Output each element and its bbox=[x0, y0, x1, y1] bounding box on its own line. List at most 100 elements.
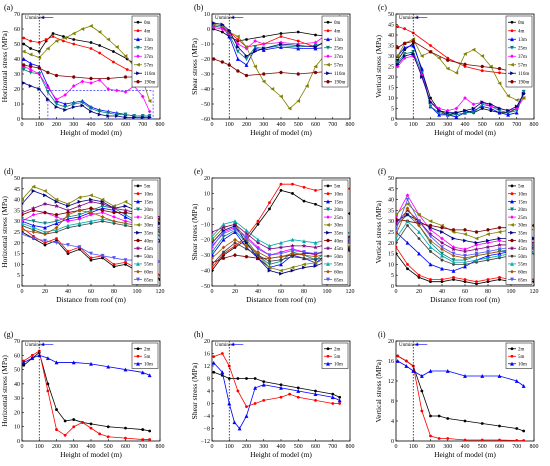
x-tick-label: 500 bbox=[294, 122, 303, 128]
data-point-57m bbox=[28, 52, 33, 57]
data-point-5m bbox=[486, 280, 490, 284]
data-point-5m bbox=[279, 395, 283, 399]
legend-label: 30m bbox=[518, 224, 527, 229]
data-point-65m bbox=[279, 251, 283, 256]
data-point-5m bbox=[101, 256, 104, 260]
legend-marker-20m bbox=[136, 207, 140, 212]
y-tick-label: 40 bbox=[14, 198, 20, 204]
data-point-116m bbox=[445, 110, 450, 115]
legend: 0m 4m 13m 25m 37m 57m 116m 190m bbox=[131, 15, 159, 88]
data-point-65m bbox=[54, 240, 59, 245]
data-point-5m bbox=[404, 359, 408, 363]
data-point-116m bbox=[97, 112, 102, 117]
unmined-annotation: Unmined bbox=[399, 343, 418, 348]
data-point-30m bbox=[31, 184, 36, 189]
data-point-10m bbox=[440, 278, 444, 281]
data-point-45m bbox=[347, 234, 350, 239]
data-point-60m bbox=[313, 254, 318, 259]
y-tick-label: 20 bbox=[204, 176, 210, 182]
data-point-45m bbox=[65, 207, 71, 213]
x-tick-label: 0 bbox=[21, 289, 24, 295]
data-point-13m bbox=[313, 46, 318, 51]
data-point-45m bbox=[301, 243, 307, 248]
x-tick-label: 20 bbox=[232, 289, 238, 295]
x-tick-label: 400 bbox=[87, 122, 96, 128]
data-point-30m bbox=[301, 262, 306, 267]
y-tick-label: −50 bbox=[201, 284, 210, 290]
data-point-35m bbox=[267, 268, 272, 273]
data-point-57m bbox=[419, 54, 424, 58]
data-point-2m bbox=[148, 429, 152, 433]
data-point-190m bbox=[220, 60, 225, 64]
data-point-5m bbox=[72, 425, 76, 429]
data-point-190m bbox=[396, 45, 400, 50]
legend-label: 35m bbox=[334, 232, 343, 237]
legend-marker-55m bbox=[136, 261, 140, 266]
data-point-0m bbox=[22, 42, 26, 46]
data-point-190m bbox=[261, 72, 266, 76]
data-point-40m bbox=[474, 230, 479, 234]
data-point-5m bbox=[314, 202, 317, 206]
legend-label: 40m bbox=[144, 239, 153, 244]
panel-letter: (b) bbox=[194, 3, 204, 12]
data-point-13m bbox=[454, 114, 459, 119]
legend-box bbox=[505, 342, 533, 369]
data-point-50m bbox=[396, 241, 398, 245]
data-point-5m bbox=[43, 243, 47, 247]
legend-label: 2m bbox=[518, 348, 525, 353]
data-point-190m bbox=[123, 75, 128, 79]
data-point-30m bbox=[416, 212, 421, 217]
data-point-37m bbox=[106, 87, 111, 91]
legend-label: 55m bbox=[144, 263, 153, 268]
data-point-25m bbox=[89, 106, 93, 111]
series-line-116m bbox=[23, 82, 150, 118]
data-point-10m bbox=[406, 263, 409, 266]
data-point-30m bbox=[22, 197, 24, 202]
data-point-60m bbox=[112, 219, 116, 224]
legend-label: 60m bbox=[518, 271, 527, 276]
x-axis-label: Height of model (m) bbox=[434, 450, 496, 459]
legend-label: 116m bbox=[334, 72, 345, 77]
data-point-190m bbox=[480, 64, 485, 69]
data-point-50m bbox=[256, 253, 260, 257]
legend-marker-5m bbox=[326, 184, 330, 188]
y-tick-label: 12 bbox=[388, 379, 394, 385]
data-point-4m bbox=[29, 39, 33, 43]
data-point-10m bbox=[253, 385, 258, 390]
data-point-30m bbox=[396, 212, 398, 217]
legend-marker-5m bbox=[136, 184, 140, 188]
x-tick-label: 800 bbox=[530, 444, 539, 450]
legend-marker-45m bbox=[135, 245, 141, 251]
legend-label: 45m bbox=[334, 247, 343, 252]
unmined-annotation: Unmined bbox=[399, 16, 418, 21]
panel-letter: (d) bbox=[4, 167, 14, 176]
data-point-15m bbox=[428, 262, 433, 267]
legend-label: 0m bbox=[334, 21, 341, 26]
data-point-35m bbox=[77, 199, 82, 204]
data-point-5m bbox=[212, 269, 214, 272]
y-tick-label: 0 bbox=[17, 439, 20, 445]
y-axis-label: Vertical stress (MPa) bbox=[374, 200, 383, 263]
x-axis-label: Distance from roof (m) bbox=[246, 295, 316, 304]
x-tick-label: 700 bbox=[138, 444, 147, 450]
panel-i: (i) 0 100 200 300 400 500 600 700 800 0 4 8 12 16 20 Hei… bbox=[374, 330, 539, 459]
data-point-2m bbox=[515, 427, 519, 430]
data-point-5m bbox=[417, 275, 421, 279]
legend-marker-40m bbox=[510, 238, 514, 243]
data-point-25m bbox=[54, 102, 59, 107]
data-point-37m bbox=[123, 90, 128, 94]
data-point-20m bbox=[451, 258, 456, 263]
data-point-57m bbox=[497, 81, 502, 86]
legend-label: 30m bbox=[334, 224, 343, 229]
data-point-10m bbox=[89, 361, 93, 366]
data-point-5m bbox=[89, 426, 93, 430]
data-point-37m bbox=[97, 78, 102, 82]
legend-marker-37m bbox=[136, 54, 140, 59]
data-point-15m bbox=[221, 237, 226, 242]
y-axis-label: Vertical stress (MPa) bbox=[374, 359, 383, 422]
data-point-57m bbox=[437, 56, 441, 61]
legend-marker-116m bbox=[136, 71, 141, 76]
data-point-57m bbox=[71, 31, 76, 36]
data-point-55m bbox=[440, 253, 444, 258]
data-point-13m bbox=[235, 56, 240, 61]
